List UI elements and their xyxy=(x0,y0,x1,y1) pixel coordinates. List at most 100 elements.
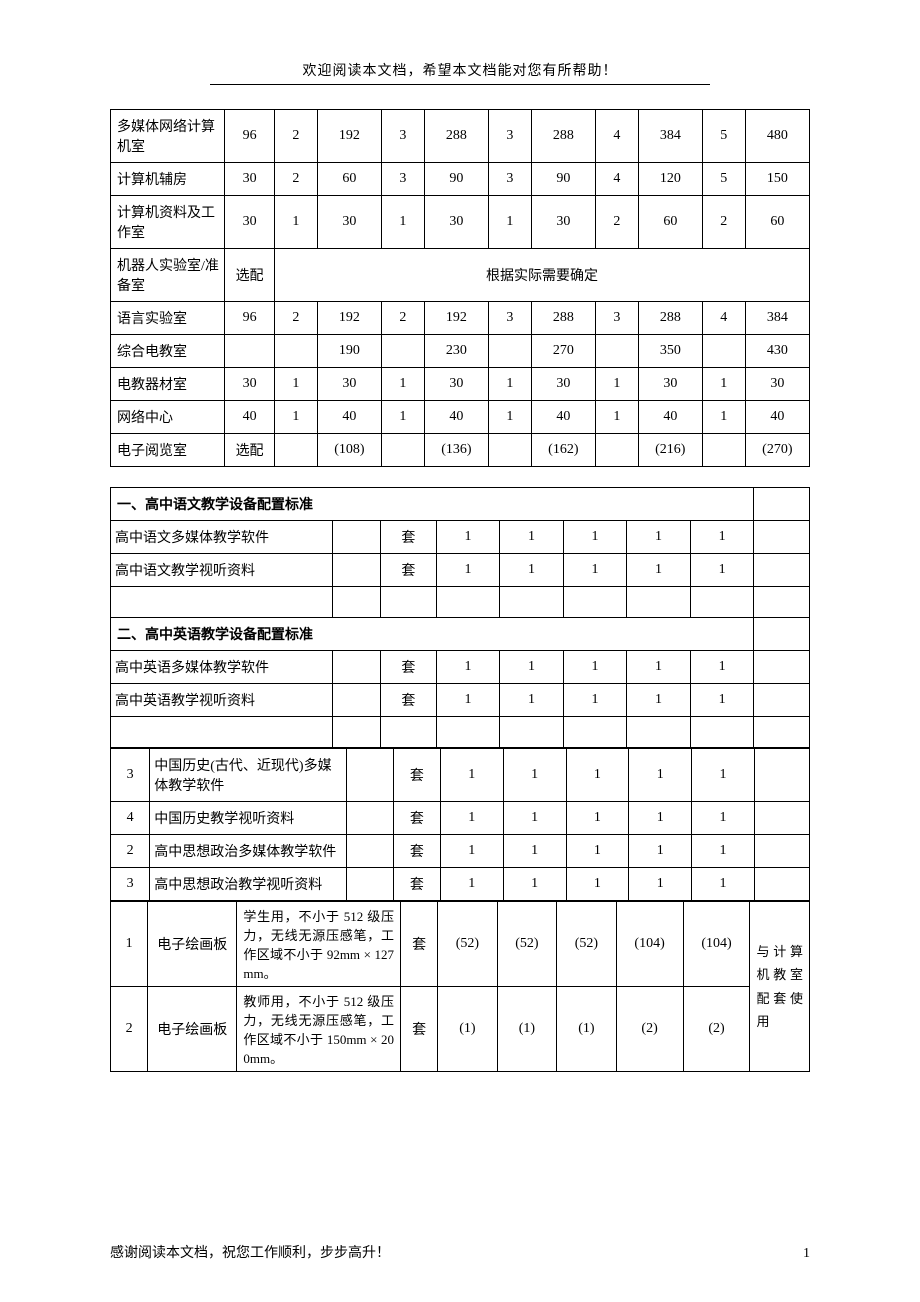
val-cell: 1 xyxy=(627,684,691,717)
val-cell: 4 xyxy=(595,110,638,163)
val-cell: 40 xyxy=(531,401,595,434)
room-name: 语言实验室 xyxy=(111,302,225,335)
room-name: 网络中心 xyxy=(111,401,225,434)
empty-cell xyxy=(754,684,810,717)
item-name: 中国历史教学视听资料 xyxy=(150,802,346,835)
val-cell: 60 xyxy=(745,196,809,249)
val-cell xyxy=(595,434,638,467)
val-cell: (270) xyxy=(745,434,809,467)
val-cell: 30 xyxy=(317,196,381,249)
val-cell: 288 xyxy=(531,110,595,163)
item-name: 电子绘画板 xyxy=(148,987,237,1072)
val-cell: 1 xyxy=(690,554,754,587)
val-cell: 1 xyxy=(563,554,627,587)
room-name: 电子阅览室 xyxy=(111,434,225,467)
val-cell: 3 xyxy=(488,163,531,196)
val-cell: 350 xyxy=(638,335,702,368)
val-cell: (52) xyxy=(497,902,556,987)
val-cell: 1 xyxy=(563,684,627,717)
page-number: 1 xyxy=(803,1246,810,1262)
val-cell: 1 xyxy=(488,196,531,249)
table-row: 计算机辅房3026039039041205150 xyxy=(111,163,810,196)
val-cell: 1 xyxy=(692,835,755,868)
val-cell: 1 xyxy=(563,521,627,554)
val-cell: 150 xyxy=(745,163,809,196)
val-cell: 1 xyxy=(488,368,531,401)
val-cell: (104) xyxy=(616,902,683,987)
table-row: 高中语文教学视听资料 套 1 1 1 1 1 xyxy=(111,554,810,587)
val-cell: 90 xyxy=(424,163,488,196)
val-cell: 1 xyxy=(382,196,425,249)
val-cell: 30 xyxy=(745,368,809,401)
unit-cell: 套 xyxy=(393,868,440,901)
val-cell: 1 xyxy=(488,401,531,434)
val-cell: 2 xyxy=(595,196,638,249)
val-cell: (52) xyxy=(557,902,616,987)
val-cell: 1 xyxy=(629,802,692,835)
val-cell: 1 xyxy=(440,749,503,802)
val-cell: 1 xyxy=(382,368,425,401)
val-cell: (108) xyxy=(317,434,381,467)
unit-cell: 套 xyxy=(401,902,438,987)
val-cell: 1 xyxy=(436,651,500,684)
empty-cell xyxy=(346,835,393,868)
val-cell: 190 xyxy=(317,335,381,368)
val-cell: 3 xyxy=(595,302,638,335)
table-row: 电教器材室30130130130130130 xyxy=(111,368,810,401)
val-cell: 1 xyxy=(382,401,425,434)
empty-cell xyxy=(333,684,381,717)
item-name: 高中语文教学视听资料 xyxy=(111,554,333,587)
val-cell: 1 xyxy=(275,401,318,434)
val-cell: 1 xyxy=(436,684,500,717)
unit-cell: 套 xyxy=(401,987,438,1072)
val-cell: 2 xyxy=(275,163,318,196)
val-cell: 1 xyxy=(692,868,755,901)
val-cell xyxy=(702,335,745,368)
empty-cell xyxy=(754,868,809,901)
val-cell: 40 xyxy=(638,401,702,434)
val-cell: 1 xyxy=(503,749,566,802)
table-row: 电子阅览室选配(108)(136)(162)(216)(270) xyxy=(111,434,810,467)
val-cell: 1 xyxy=(629,835,692,868)
val-cell: 4 xyxy=(702,302,745,335)
val-cell: (1) xyxy=(497,987,556,1072)
val-cell: 96 xyxy=(225,302,275,335)
row-no: 3 xyxy=(111,868,150,901)
val-cell: 120 xyxy=(638,163,702,196)
val-cell: 480 xyxy=(745,110,809,163)
val-cell: (216) xyxy=(638,434,702,467)
table-row: 高中英语教学视听资料 套 1 1 1 1 1 xyxy=(111,684,810,717)
val-cell: 60 xyxy=(317,163,381,196)
val-cell: 1 xyxy=(566,868,629,901)
val-cell: 230 xyxy=(424,335,488,368)
item-name: 高中英语教学视听资料 xyxy=(111,684,333,717)
val-cell: 40 xyxy=(745,401,809,434)
val-cell: (162) xyxy=(531,434,595,467)
val-cell: 1 xyxy=(566,835,629,868)
val-cell: 1 xyxy=(436,554,500,587)
val-cell: 384 xyxy=(745,302,809,335)
room-name: 多媒体网络计算机室 xyxy=(111,110,225,163)
table-drawing-tablet: 1 电子绘画板 学生用，不小于 512 级压力，无线无源压感笔，工作区域不小于 … xyxy=(110,901,810,1072)
item-name: 电子绘画板 xyxy=(148,902,237,987)
empty-cell xyxy=(333,651,381,684)
val-cell: 1 xyxy=(500,651,564,684)
room-name: 电教器材室 xyxy=(111,368,225,401)
table-equipment-standards: 一、高中语文教学设备配置标准 高中语文多媒体教学软件 套 1 1 1 1 1 高… xyxy=(110,487,810,748)
val-cell xyxy=(225,335,275,368)
optional-cell: 选配 xyxy=(225,249,275,302)
val-cell: 1 xyxy=(627,651,691,684)
val-cell: 30 xyxy=(638,368,702,401)
unit-cell: 套 xyxy=(393,749,440,802)
val-cell: 1 xyxy=(702,368,745,401)
optional-cell: 选配 xyxy=(225,434,275,467)
section1-title: 一、高中语文教学设备配置标准 xyxy=(111,488,754,521)
row-no: 3 xyxy=(111,749,150,802)
val-cell: 1 xyxy=(595,368,638,401)
val-cell xyxy=(702,434,745,467)
empty-cell xyxy=(333,554,381,587)
table-row: 4中国历史教学视听资料套11111 xyxy=(111,802,810,835)
val-cell: 1 xyxy=(503,835,566,868)
val-cell: 430 xyxy=(745,335,809,368)
table-row: 计算机资料及工作室30130130130260260 xyxy=(111,196,810,249)
